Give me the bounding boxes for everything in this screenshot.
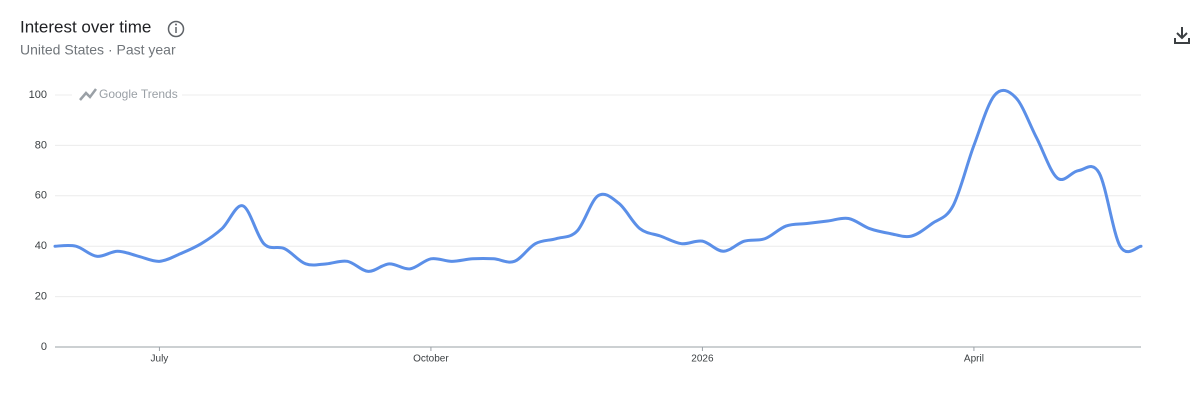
trend-line [53, 88, 1143, 273]
watermark-text: Google Trends [99, 87, 178, 101]
watermark-bg [72, 86, 182, 104]
download-icon[interactable] [1174, 27, 1190, 44]
x-tick-label: July [151, 354, 169, 365]
y-tick-label: 20 [35, 291, 47, 303]
y-tick-label: 0 [41, 341, 47, 353]
x-tick-label: 2026 [691, 354, 714, 365]
chart-subtitle: United States · Past year [20, 42, 176, 58]
y-tick-label: 60 [35, 190, 47, 202]
info-icon[interactable] [167, 20, 185, 38]
chart-title: Interest over time [20, 17, 151, 36]
y-tick-label: 80 [35, 139, 47, 151]
y-tick-label: 40 [35, 240, 47, 252]
x-tick-label: April [964, 354, 984, 365]
watermark: Google Trends [72, 86, 182, 104]
x-tick-label: October [413, 354, 449, 365]
watermark-icon [79, 88, 97, 101]
y-tick-label: 100 [29, 89, 47, 101]
